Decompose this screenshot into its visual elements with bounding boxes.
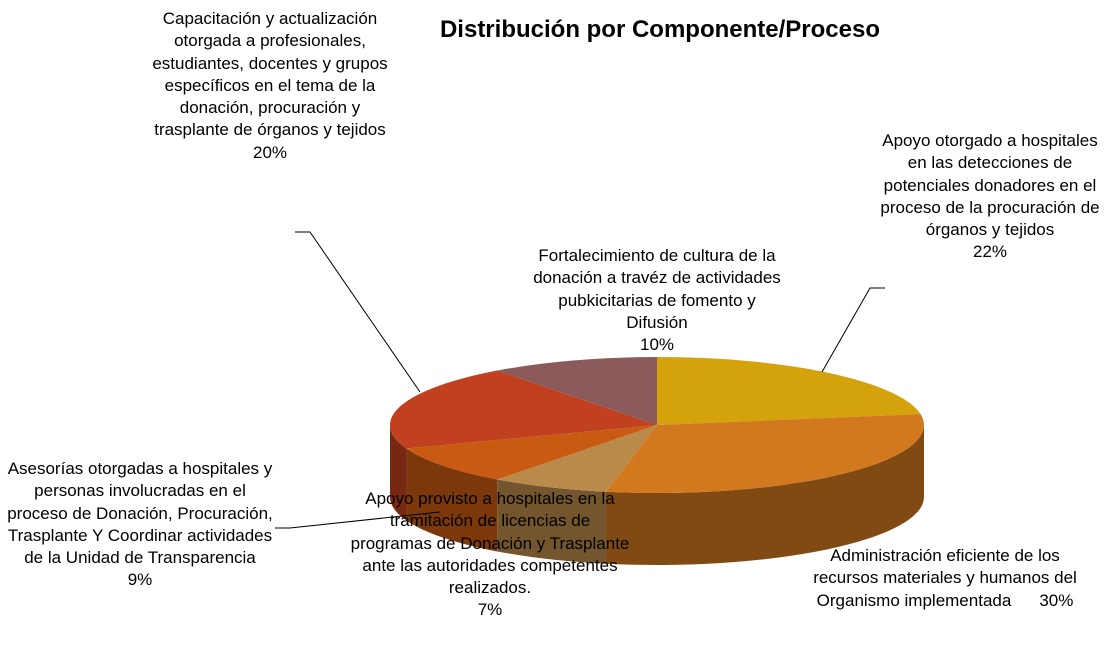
slice	[497, 357, 657, 425]
slice-label: Asesorías otorgadas a hospitales y perso…	[5, 458, 275, 592]
slice	[497, 425, 657, 492]
slice	[657, 357, 921, 425]
slice-side	[497, 479, 606, 564]
slice	[406, 425, 657, 480]
leader-line	[821, 287, 885, 373]
leader-line	[275, 511, 441, 529]
slice-side	[605, 425, 924, 565]
slice-side	[390, 425, 407, 521]
category-label: Administración eficiente de los recursos…	[813, 546, 1077, 610]
value-label: 10%	[639, 335, 675, 355]
category-label: Asesorías otorgadas a hospitales y perso…	[7, 459, 273, 568]
value-label: 30%	[1039, 590, 1074, 610]
value-label: 20%	[252, 142, 288, 162]
slice-label: Administración eficiente de los recursos…	[810, 545, 1080, 612]
value-label: 22%	[972, 242, 1008, 262]
slice-label: Apoyo provisto a hospitales en la tramit…	[350, 488, 630, 622]
slice-side	[406, 448, 498, 552]
leader-line	[295, 231, 421, 393]
category-label: Apoyo provisto a hospitales en la tramit…	[350, 489, 630, 598]
slice-label: Apoyo otorgado a hospitales en las detec…	[875, 130, 1105, 264]
slice	[605, 414, 924, 493]
slice-label: Capacitación y actualización otorgada a …	[145, 8, 395, 164]
value-label: 7%	[477, 600, 503, 620]
slice	[390, 370, 657, 449]
category-label: Capacitación y actualización otorgada a …	[152, 9, 388, 140]
chart-title: Distribución por Componente/Proceso	[439, 16, 881, 43]
category-label: Fortalecimiento de cultura de la donació…	[533, 246, 781, 332]
value-label: 9%	[127, 570, 153, 590]
slice-label: Fortalecimiento de cultura de la donació…	[527, 245, 787, 356]
pie	[390, 357, 924, 565]
category-label: Apoyo otorgado a hospitales en las detec…	[880, 131, 1100, 240]
